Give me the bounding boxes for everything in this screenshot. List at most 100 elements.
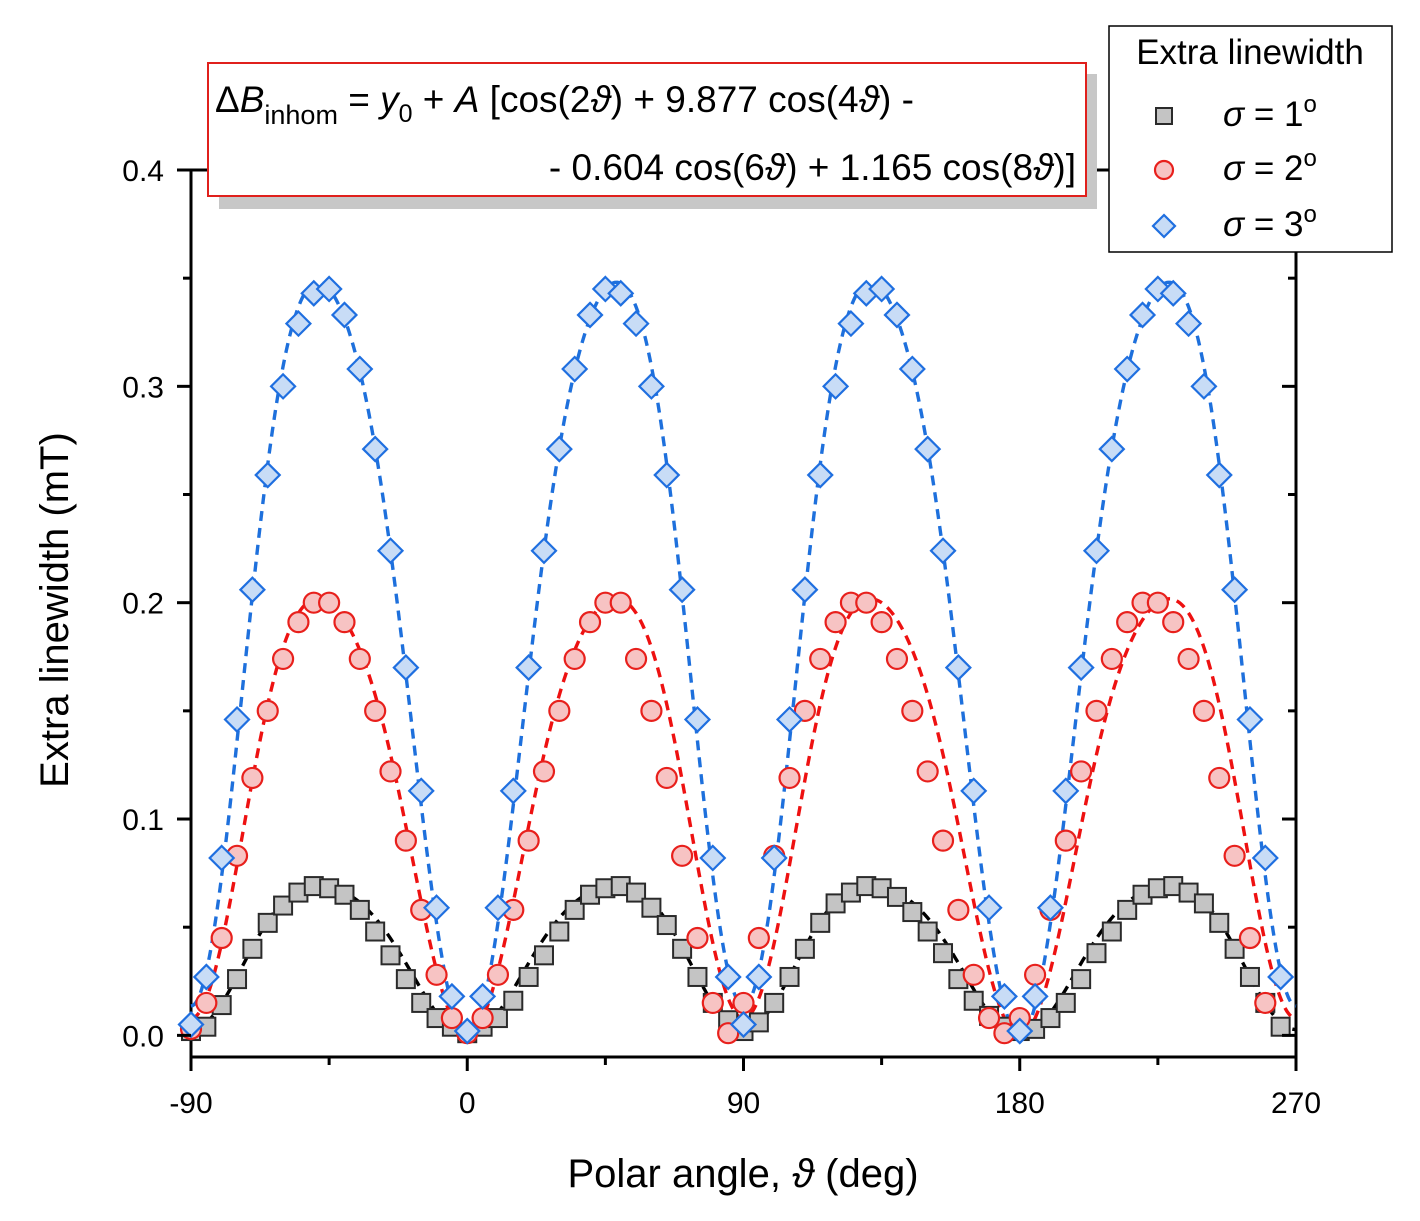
legend-marker-sigma-2 — [1153, 159, 1175, 181]
data-markers — [177, 275, 1295, 1045]
marker-sigma-3 — [622, 310, 650, 338]
equation-line-1: ΔBinhom = y0 + A [cos(2ϑ) + 9.877 cos(4ϑ… — [215, 79, 914, 130]
marker-sigma-1 — [794, 938, 815, 959]
marker-sigma-2 — [425, 963, 448, 986]
marker-sigma-1 — [641, 897, 662, 918]
marker-sigma-3 — [499, 777, 527, 805]
marker-sigma-2 — [532, 760, 556, 783]
marker-sigma-2 — [778, 766, 801, 790]
marker-sigma-3 — [269, 372, 297, 400]
legend-label-sigma-2: σ = 2o — [1223, 145, 1317, 188]
marker-sigma-1 — [917, 921, 938, 942]
marker-sigma-3 — [1221, 576, 1249, 604]
marker-sigma-2 — [793, 699, 816, 722]
marker-sigma-2 — [686, 926, 709, 950]
marker-sigma-3 — [1251, 844, 1279, 872]
marker-sigma-2 — [1254, 991, 1277, 1015]
y-tick-label: 0.2 — [122, 588, 164, 621]
marker-sigma-3 — [515, 654, 543, 682]
marker-sigma-2 — [962, 963, 985, 986]
marker-sigma-3 — [376, 537, 405, 565]
marker-sigma-3 — [1267, 963, 1295, 991]
marker-sigma-3 — [576, 301, 604, 329]
marker-sigma-3 — [944, 654, 972, 682]
marker-sigma-2 — [563, 647, 586, 671]
x-tick-label: 270 — [1271, 1087, 1321, 1120]
marker-sigma-2 — [471, 1006, 494, 1030]
marker-sigma-1 — [533, 945, 554, 966]
marker-sigma-2 — [1085, 699, 1108, 722]
marker-sigma-2 — [855, 591, 878, 614]
marker-sigma-1 — [380, 945, 401, 966]
marker-sigma-3 — [1036, 894, 1065, 922]
marker-sigma-3 — [1067, 654, 1095, 682]
marker-sigma-2 — [1177, 647, 1200, 671]
marker-sigma-3 — [254, 461, 282, 489]
marker-sigma-2 — [609, 591, 632, 614]
marker-sigma-1 — [349, 899, 370, 920]
marker-sigma-1 — [626, 882, 647, 903]
x-axis-title: Polar angle, ϑ (deg) — [567, 1152, 918, 1196]
marker-sigma-3 — [469, 982, 497, 1010]
marker-sigma-2 — [333, 611, 356, 634]
marker-sigma-1 — [672, 938, 693, 959]
marker-sigma-1 — [257, 912, 278, 933]
marker-sigma-1 — [1101, 921, 1122, 942]
marker-sigma-3 — [223, 705, 251, 734]
marker-sigma-2 — [210, 926, 233, 950]
marker-sigma-3 — [1175, 310, 1203, 338]
marker-sigma-2 — [394, 829, 417, 852]
x-tick-label: 180 — [995, 1087, 1045, 1120]
y-tick-label: 0.4 — [122, 155, 164, 188]
axis-tick-labels: -90 0 90 180 270 0.0 0.1 0.2 0.3 0.4 — [122, 155, 1321, 1120]
marker-sigma-1 — [886, 886, 907, 907]
marker-sigma-2 — [1238, 926, 1262, 950]
axis-ticks — [177, 168, 1298, 1071]
marker-sigma-2 — [364, 699, 387, 722]
marker-sigma-3 — [1205, 461, 1233, 489]
marker-sigma-1 — [1040, 1008, 1061, 1029]
marker-sigma-1 — [1117, 899, 1138, 920]
marker-sigma-2 — [870, 611, 893, 634]
marker-sigma-1 — [395, 969, 416, 990]
marker-sigma-3 — [392, 654, 420, 682]
y-tick-label: 0.1 — [122, 804, 164, 837]
marker-sigma-2 — [287, 611, 310, 634]
marker-sigma-2 — [947, 898, 970, 921]
marker-sigma-3 — [192, 963, 220, 991]
marker-sigma-2 — [701, 991, 724, 1015]
marker-sigma-3 — [208, 844, 236, 872]
marker-sigma-2 — [747, 926, 770, 950]
marker-sigma-1 — [779, 966, 800, 987]
marker-sigma-2 — [916, 760, 939, 783]
y-tick-label: 0.0 — [122, 1020, 164, 1053]
marker-sigma-1 — [365, 921, 386, 942]
marker-sigma-3 — [929, 537, 957, 565]
marker-sigma-1 — [564, 899, 585, 920]
marker-sigma-3 — [530, 537, 558, 565]
marker-sigma-2 — [256, 699, 279, 722]
marker-sigma-3 — [883, 301, 911, 329]
marker-sigma-3 — [1128, 301, 1157, 329]
marker-sigma-3 — [806, 461, 834, 489]
marker-sigma-3 — [422, 894, 451, 922]
marker-sigma-3 — [238, 576, 266, 604]
marker-sigma-3 — [1021, 982, 1049, 1010]
marker-sigma-2 — [517, 829, 540, 852]
marker-sigma-1 — [1270, 1016, 1291, 1037]
marker-sigma-2 — [1054, 829, 1077, 852]
marker-sigma-2 — [1208, 766, 1231, 790]
marker-sigma-2 — [1116, 611, 1139, 634]
marker-sigma-2 — [901, 699, 924, 722]
marker-sigma-2 — [1223, 844, 1246, 867]
legend-marker-sigma-3 — [1151, 213, 1177, 239]
marker-sigma-2 — [486, 963, 510, 986]
marker-sigma-1 — [549, 921, 570, 942]
marker-sigma-1 — [1209, 912, 1230, 933]
legend-marker-sigma-1 — [1155, 107, 1173, 125]
y-tick-label: 0.3 — [122, 371, 164, 404]
legend-markers — [1151, 107, 1177, 239]
marker-sigma-3 — [960, 777, 988, 805]
marker-sigma-3 — [407, 777, 435, 805]
x-tick-label: -90 — [169, 1087, 212, 1120]
